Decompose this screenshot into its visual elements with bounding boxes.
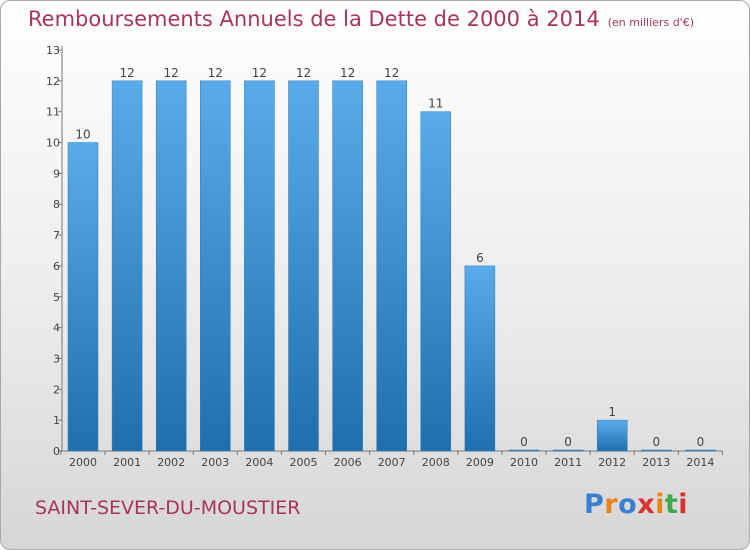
bar [420,111,452,452]
x-tick-label: 2012 [598,456,626,469]
data-label: 1 [608,405,616,419]
x-tick-label: 2006 [334,456,362,469]
logo-letter: x [637,489,656,520]
x-tick-label: 2013 [642,456,670,469]
chart-title-text: Remboursements Annuels de la Dette de 20… [28,7,600,31]
bar [552,449,584,452]
y-tick-label: 3 [53,352,60,365]
data-label: 12 [296,66,311,80]
y-tick-label: 5 [53,291,60,304]
x-tick-label: 2004 [245,456,273,469]
data-label: 6 [476,251,484,265]
data-label: 0 [564,435,572,449]
y-tick-label: 6 [53,260,60,273]
logo-letter: P [584,489,605,520]
bar [244,80,275,452]
bar [288,80,319,452]
y-tick-label: 10 [46,137,60,150]
y-tick-label: 0 [53,445,60,458]
data-label: 12 [340,66,355,80]
bar [464,265,496,452]
x-tick-label: 2014 [686,456,714,469]
logo-letter: i [655,489,665,520]
data-label: 0 [520,435,528,449]
y-tick-label: 12 [46,75,60,88]
data-label: 12 [208,66,223,80]
bar [332,80,363,452]
data-label: 12 [119,66,134,80]
bar [67,142,99,452]
data-label: 12 [164,66,179,80]
bar [685,449,716,452]
chart-title: Remboursements Annuels de la Dette de 20… [28,7,694,31]
x-tick-label: 2005 [290,456,318,469]
data-label: 0 [652,435,660,449]
y-tick-label: 2 [53,383,60,396]
y-tick-label: 7 [53,229,60,242]
bar [376,80,407,452]
x-tick-label: 2007 [378,456,406,469]
y-tick-label: 4 [53,322,60,335]
y-tick-label: 13 [46,44,60,57]
x-tick-label: 2003 [201,456,229,469]
bars [67,80,716,452]
x-tick-label: 2010 [510,456,538,469]
y-tick-label: 8 [53,198,60,211]
chart-unit-subtitle: (en milliers d'€) [607,16,694,29]
data-label: 11 [428,97,443,111]
data-label: 10 [75,128,90,142]
x-tick-label: 2008 [422,456,450,469]
logo-letter: t [664,489,679,520]
bar [155,80,187,452]
bar [111,80,143,452]
x-tick-label: 2009 [466,456,494,469]
data-label: 12 [384,66,399,80]
bar [508,449,540,452]
proxiti-logo[interactable]: Proxiti [584,489,688,520]
y-tick-label: 9 [53,167,60,180]
x-axis: 2000 2001 2002 2003 2004 2005 2006 2007 2008 2009… [60,450,723,469]
x-tick-label: 2011 [554,456,582,469]
bar [200,80,231,452]
bar [641,449,672,452]
data-label: 12 [252,66,267,80]
logo-letter: i [678,489,689,520]
x-tick-label: 2001 [113,456,141,469]
data-label: 0 [697,435,705,449]
logo-letter: r [604,489,619,520]
bar [596,419,628,452]
x-tick-label: 2002 [157,456,185,469]
y-tick-label: 11 [46,106,60,119]
commune-name: SAINT-SEVER-DU-MOUSTIER [35,497,301,519]
logo-letter: o [618,489,638,520]
y-tick-label: 1 [53,414,60,427]
x-tick-label: 2000 [69,456,97,469]
